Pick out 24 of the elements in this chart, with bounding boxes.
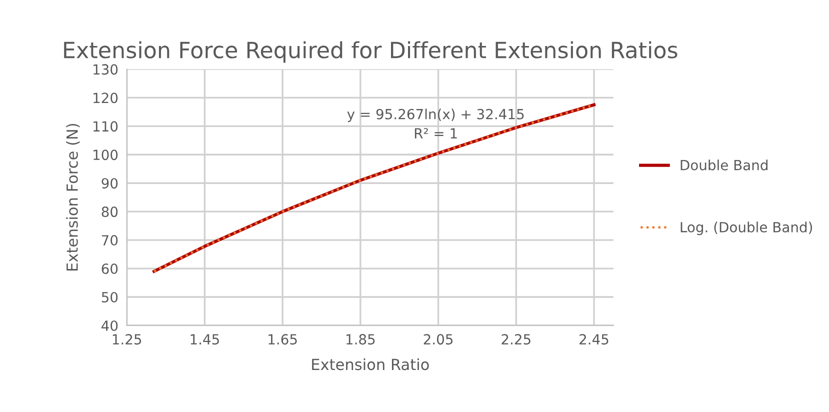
- annotation: R² = 1: [414, 128, 457, 138]
- y-tick-label: 90: [102, 178, 118, 189]
- x-tick-label: 2.45: [580, 334, 608, 345]
- y-tick-label: 130: [94, 64, 118, 75]
- y-tick-label: 70: [102, 235, 118, 246]
- chart-title: Extension Force Required for Different Extension Ratios: [64, 41, 678, 63]
- x-tick-label: 2.05: [424, 334, 453, 345]
- x-tick-label: 2.25: [502, 334, 530, 345]
- y-tick-label: 110: [94, 121, 118, 132]
- legend-label: Double Band: [680, 160, 768, 170]
- y-tick-label: 100: [94, 150, 118, 160]
- y-tick-label: 80: [102, 206, 118, 218]
- x-tick-label: 1.45: [190, 334, 219, 345]
- x-tick-label: 1.25: [112, 334, 142, 345]
- y-axis-title: Extension Force (N): [66, 124, 80, 271]
- y-tick-label: 50: [102, 292, 118, 302]
- x-tick-label: 1.65: [268, 334, 297, 345]
- legend-label: Log. (Double Band): [680, 222, 812, 236]
- annotation: y = 95.267ln(x) + 32.415: [347, 108, 524, 122]
- y-tick-label: 40: [102, 320, 118, 331]
- y-tick-label: 120: [94, 92, 118, 104]
- x-axis-title: Extension Ratio: [312, 358, 429, 370]
- x-tick-label: 1.85: [346, 334, 375, 345]
- y-tick-label: 60: [102, 264, 118, 274]
